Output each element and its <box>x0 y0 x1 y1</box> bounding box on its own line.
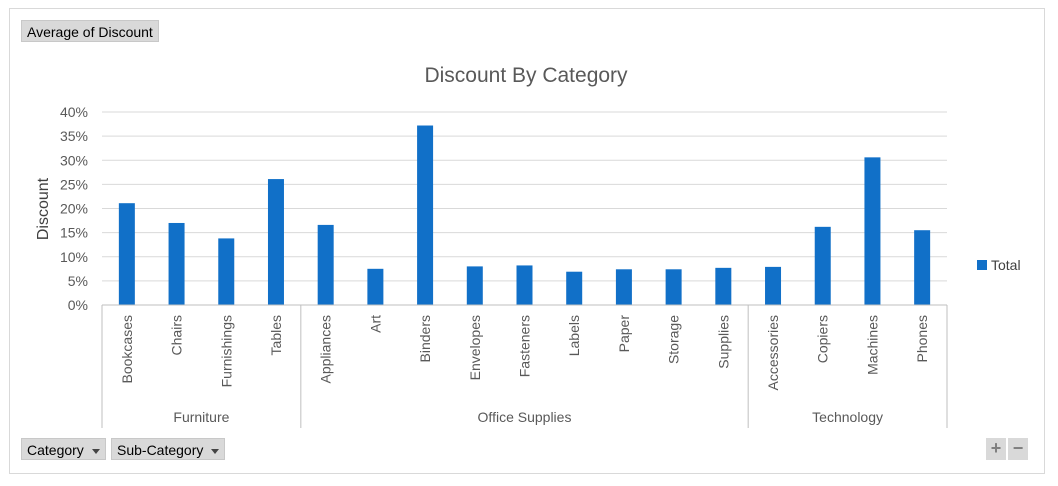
x-tick-label: Supplies <box>715 315 731 369</box>
values-field-label: Average of Discount <box>27 24 153 40</box>
bar <box>367 268 384 305</box>
bar <box>466 266 483 305</box>
y-tick-label: 10% <box>60 249 88 265</box>
dropdown-arrow-icon <box>91 448 100 454</box>
x-tick-label: Copiers <box>815 315 831 363</box>
y-tick-label: 35% <box>60 128 88 144</box>
category-field-button[interactable]: Category <box>21 438 106 460</box>
legend-swatch <box>977 260 987 270</box>
bar <box>218 238 235 305</box>
subcategory-field-button[interactable]: Sub-Category <box>111 438 226 460</box>
bar <box>317 224 334 305</box>
group-label: Furniture <box>173 409 229 425</box>
x-tick-label: Accessories <box>765 315 781 390</box>
bar <box>864 157 881 305</box>
bar <box>168 222 185 305</box>
y-tick-label: 30% <box>60 152 88 168</box>
legend-label: Total <box>991 257 1021 273</box>
x-tick-label: Bookcases <box>119 315 135 383</box>
dropdown-arrow-icon <box>211 448 220 454</box>
bar <box>715 267 732 305</box>
x-tick-label: Tables <box>268 315 284 355</box>
bar <box>914 230 931 305</box>
y-tick-label: 20% <box>60 201 88 217</box>
legend: Total <box>977 257 1021 273</box>
x-tick-label: Storage <box>666 315 682 364</box>
x-tick-label: Paper <box>616 315 632 353</box>
bar <box>267 179 284 305</box>
chart-title: Discount By Category <box>424 64 628 87</box>
bar <box>417 125 434 305</box>
x-tick-label: Labels <box>566 315 582 356</box>
expand-field-button[interactable]: + <box>986 438 1006 460</box>
group-label: Office Supplies <box>478 409 572 425</box>
bar <box>665 269 682 305</box>
subcategory-field-label: Sub-Category <box>117 442 204 458</box>
bar <box>765 266 782 305</box>
y-tick-label: 0% <box>68 297 88 313</box>
x-tick-label: Phones <box>914 315 930 362</box>
minus-icon: − <box>1012 438 1024 458</box>
y-tick-label: 40% <box>60 104 88 120</box>
y-axis: 0% 5% 10% 15% 20% 25% 30% 35% 40% <box>60 104 88 313</box>
collapse-field-button[interactable]: − <box>1008 438 1028 460</box>
values-field-button[interactable]: Average of Discount <box>21 20 159 42</box>
x-tick-label: Machines <box>864 315 880 375</box>
x-tick-label: Furnishings <box>218 315 234 387</box>
x-tick-label: Fasteners <box>517 315 533 377</box>
x-axis: Bookcases Chairs Furnishings Tables Applianc… <box>101 304 948 428</box>
bar <box>118 203 135 305</box>
x-tick-label: Binders <box>417 315 433 362</box>
category-field-label: Category <box>27 442 84 458</box>
bar-series <box>118 125 931 305</box>
x-tick-label: Chairs <box>169 315 185 355</box>
x-tick-label: Appliances <box>318 315 334 384</box>
bar <box>516 265 533 305</box>
x-tick-label: Envelopes <box>467 315 483 380</box>
y-axis-title: Discount <box>35 177 52 240</box>
x-tick-label: Art <box>367 315 383 333</box>
bar <box>814 226 831 305</box>
bar <box>615 269 632 305</box>
bar <box>566 271 583 305</box>
y-tick-label: 5% <box>68 273 88 289</box>
group-label: Technology <box>812 409 883 425</box>
plus-icon: + <box>990 438 1002 458</box>
y-tick-label: 25% <box>60 176 88 192</box>
y-tick-label: 15% <box>60 225 88 241</box>
